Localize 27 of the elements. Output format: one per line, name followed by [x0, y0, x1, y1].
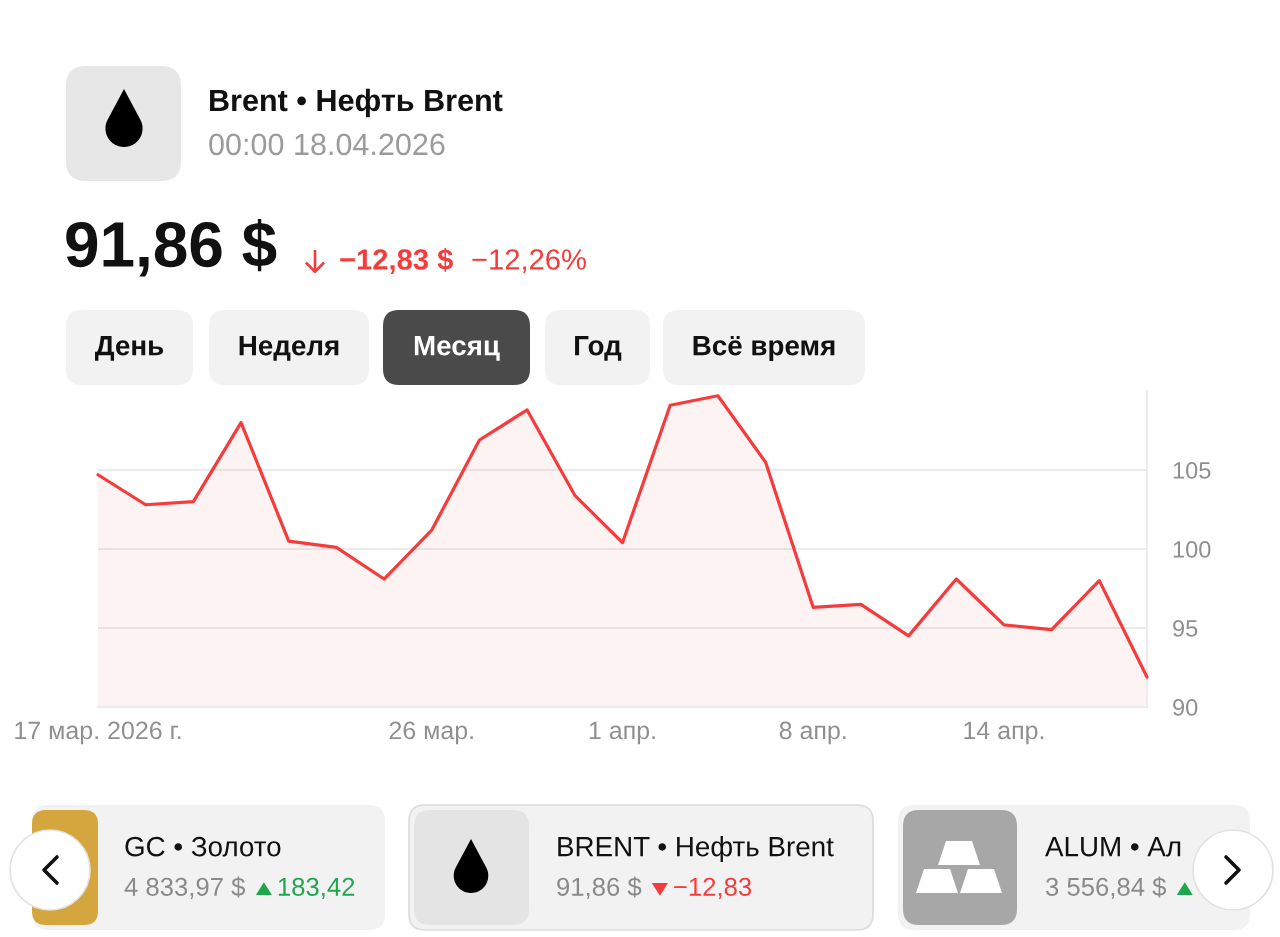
y-tick-label: 105: [1173, 462, 1211, 479]
text: 3 556,84 $: [1045, 876, 1167, 899]
x-tick-label: 26 мар.: [389, 721, 473, 745]
text: −12,26%: [472, 249, 586, 274]
text: 91,86 $: [557, 876, 642, 899]
text: −12,83: [674, 877, 752, 899]
text: BRENT • Нефть Brent: [558, 836, 834, 862]
text: 183,42: [278, 877, 355, 899]
x-tick-label: 1 апр.: [589, 721, 655, 745]
x-tick-label: 14 апр.: [964, 721, 1044, 745]
text: Неделя: [239, 336, 339, 361]
text: GC • Золото: [125, 836, 281, 857]
text: Всё время: [693, 335, 835, 361]
chart-subtitle: 00:00 18.04.2026: [209, 133, 445, 156]
y-tick-label: 95: [1173, 620, 1198, 637]
text: Год: [575, 336, 622, 361]
text: День: [95, 336, 164, 361]
y-tick-label: 100: [1173, 541, 1211, 558]
text: −12,83 $: [340, 247, 453, 275]
chart-title: Brent • Нефть Brent: [210, 88, 503, 118]
text: ALUM • Ал: [1045, 837, 1181, 857]
x-tick-label: 17 мар. 2026 г.: [15, 721, 181, 745]
text: 4 833,97 $: [124, 876, 246, 899]
text: Месяц: [414, 336, 500, 361]
text: 91,86 $: [66, 219, 277, 277]
x-tick-label: 8 апр.: [779, 721, 846, 745]
y-tick-label: 90: [1173, 699, 1198, 716]
